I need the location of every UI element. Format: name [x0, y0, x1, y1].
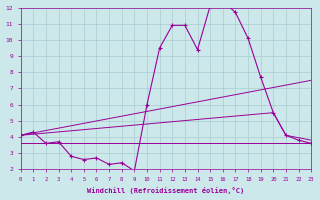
- X-axis label: Windchill (Refroidissement éolien,°C): Windchill (Refroidissement éolien,°C): [87, 187, 244, 194]
